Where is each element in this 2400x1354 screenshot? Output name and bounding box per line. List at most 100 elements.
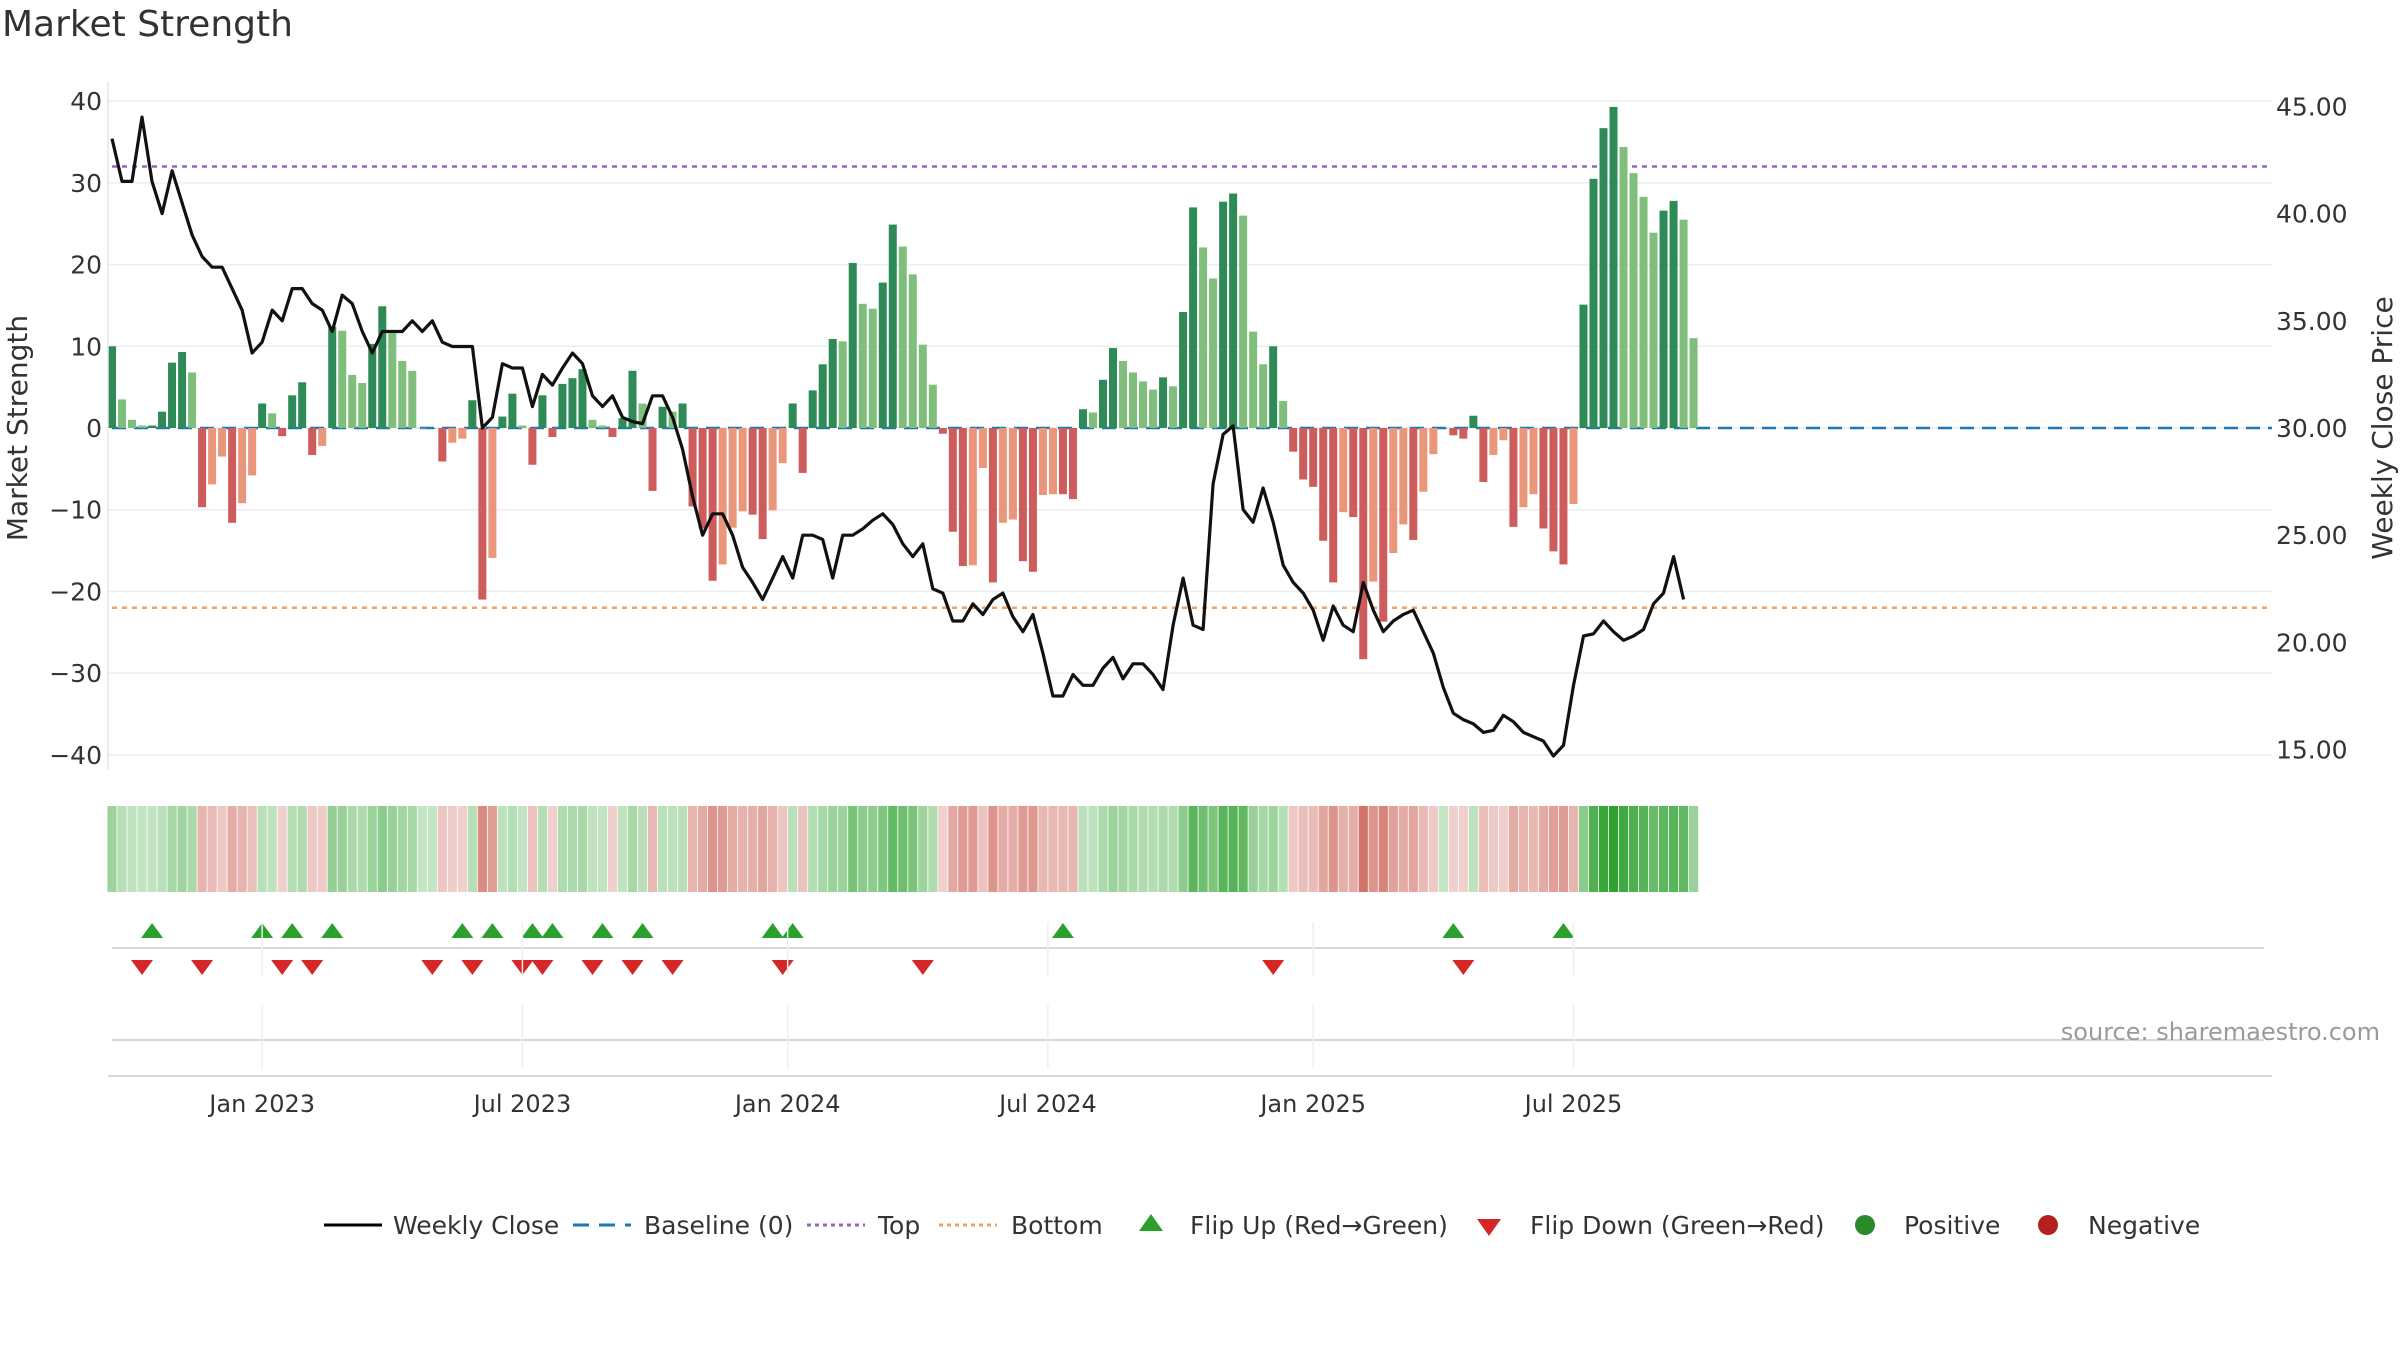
strength-bar [408,370,417,428]
source-text: source: sharemaestro.com [2061,1018,2380,1046]
heat-strip-cell [587,806,598,892]
strength-bar [1339,428,1348,513]
strength-bar [1599,128,1608,428]
heat-strip-cell [477,806,487,892]
strength-bar [418,428,427,429]
heat-strip-cell [1438,806,1448,892]
heat-strip-cell [1148,806,1158,892]
strength-bar [1249,331,1258,428]
strength-bar [748,428,757,515]
heat-strip-cell [1358,806,1368,892]
strength-bar [1119,361,1128,428]
strength-bar [648,428,657,491]
strength-bar [318,428,327,446]
strength-bar [1679,219,1688,428]
flip-up-marker [1442,923,1465,938]
heat-strip-cell [1308,806,1318,892]
strength-bar [1199,247,1208,428]
flip-up-marker [781,923,804,938]
heat-strip-cell [1558,806,1569,892]
heat-strip-cell [1048,806,1058,892]
y-left-tick-label: −30 [49,659,102,688]
heat-strip [107,806,1699,892]
strength-bar [608,428,617,437]
strength-bar [1018,428,1027,562]
heat-strip-cell [1618,806,1629,892]
flip-up-marker [761,923,784,938]
strength-bar [1028,428,1037,572]
strength-bar [498,416,507,428]
strength-bar [1449,428,1458,436]
y-left-tick-label: 10 [70,332,102,361]
heat-strip-cell [748,806,758,892]
heat-strip-cell [1028,806,1038,892]
heat-strip-cell [1178,806,1188,892]
heat-strip-cell [697,806,708,892]
strength-bar [218,428,227,457]
heat-strip-cell [237,806,247,892]
strength-bar [248,428,257,476]
strength-bar [1219,201,1228,428]
heat-strip-cell [387,806,397,892]
heat-strip-cell [367,806,377,892]
strength-bar [278,428,287,437]
heat-strip-cell [1268,806,1278,892]
heat-strip-cell [347,806,357,892]
heat-strip-cell [1158,806,1168,892]
strength-bar [1109,347,1117,428]
strength-bar [1419,428,1428,492]
heat-strip-cell [1568,806,1579,892]
heat-strip-cell [1078,806,1088,892]
strength-bar [1299,428,1308,480]
strength-bar [508,393,517,428]
flip-up-marker [521,923,544,938]
heat-strip-cell [1668,806,1679,892]
y-left-tick-label: 20 [70,251,102,280]
strength-bar [1479,428,1488,482]
x-tick-label: Jul 2023 [472,1090,572,1118]
x-tick-label: Jul 2024 [997,1090,1097,1118]
y-right-tick-label: 45.00 [2276,92,2348,121]
heat-strip-cell [557,806,568,892]
strength-bar [928,384,937,428]
y-right-tick-label: 15.00 [2276,736,2348,765]
strength-bar [438,428,447,462]
flip-down-marker [301,960,324,975]
strength-bar [598,425,607,428]
heat-strip-cell [487,806,497,892]
strength-bar [838,341,847,428]
heat-strip-cell [838,806,848,892]
strength-bar [488,428,497,558]
strength-bar [388,333,397,428]
heat-strip-cell [287,806,297,892]
strength-bar [1139,381,1148,428]
heat-strip-cell [427,806,437,892]
heat-strip-cell [297,806,307,892]
heat-strip-cell [958,806,968,892]
y-left-tick-label: 0 [86,414,102,443]
heat-strip-cell [197,806,207,892]
legend-label: Flip Up (Red→Green) [1190,1211,1448,1240]
heat-strip-cell [1348,806,1358,892]
strength-bar [758,428,767,540]
strength-bar [208,428,217,485]
heat-strip-cell [1538,806,1549,892]
strength-bar [228,428,237,523]
legend-label: Top [877,1211,920,1240]
heat-strip-cell [537,806,548,892]
heat-strip-cell [1118,806,1128,892]
heat-strip-cell [357,806,367,892]
heat-strip-cell [377,806,387,892]
heat-strip-cell [878,806,888,892]
y-left-tick-label: −40 [49,741,102,770]
flip-up-marker [1051,923,1074,938]
strength-bar [1189,207,1198,428]
legend: Weekly Close Baseline (0) Top Bottom Flip Up… [324,1211,2200,1240]
heat-strip-cell [848,806,858,892]
heat-strip-cell [1628,806,1639,892]
strength-bar [888,224,897,428]
heat-strip-cell [1318,806,1328,892]
heat-strip-cell [1088,806,1098,892]
heat-strip-cell [267,806,277,892]
